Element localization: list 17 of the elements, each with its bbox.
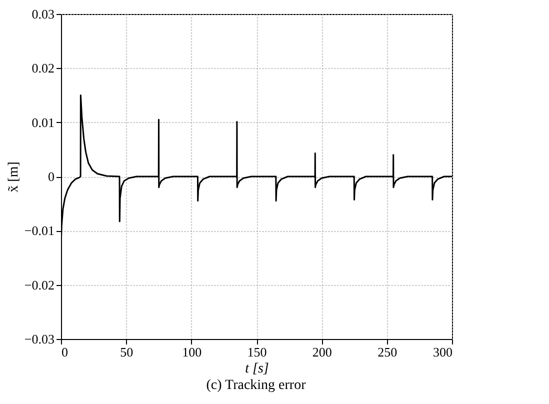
- x-tick-label: 0: [62, 344, 68, 360]
- x-tick-label: 50: [120, 344, 134, 360]
- x-tick-label: 200: [312, 344, 332, 360]
- x-tick-label: 300: [433, 344, 452, 360]
- x-axis-title: t [s]: [245, 362, 269, 376]
- y-tick-label: 0: [48, 169, 54, 184]
- y-tick-label: −0.02: [24, 277, 54, 292]
- x-tick-label: 150: [247, 344, 267, 360]
- text: (c) Tracking error: [206, 378, 306, 393]
- y-tick-label: −0.03: [24, 332, 54, 346]
- x-tick-label: 100: [182, 344, 202, 360]
- y-tick-label: 0.02: [32, 60, 54, 76]
- x-tick-label: 250: [378, 344, 398, 360]
- y-tick-label: 0.03: [32, 6, 54, 22]
- y-axis-title: x̃ [m]: [6, 162, 22, 192]
- y-tick-label: −0.01: [24, 223, 54, 238]
- y-tick-label: 0.01: [32, 114, 54, 130]
